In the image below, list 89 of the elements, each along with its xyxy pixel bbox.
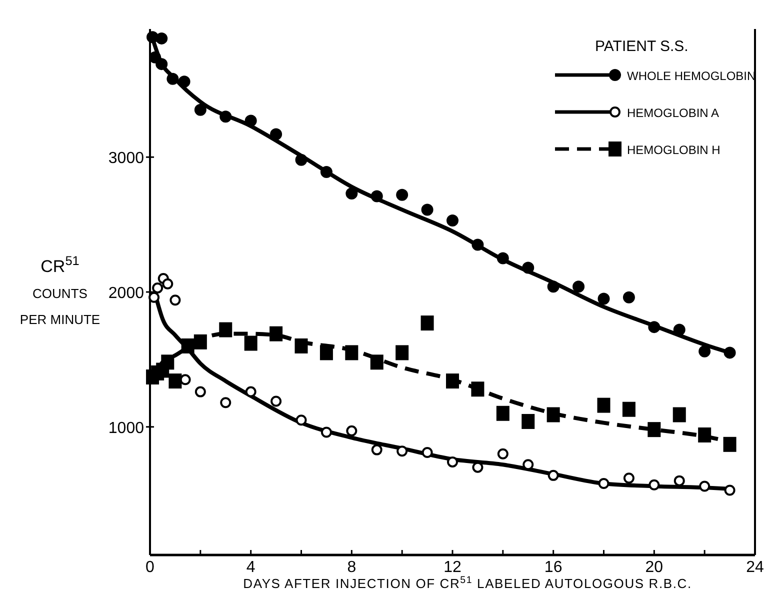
point [648, 479, 660, 490]
point [295, 154, 308, 166]
point [270, 396, 282, 407]
point [396, 345, 409, 360]
point [648, 422, 661, 438]
point [472, 238, 484, 251]
point [724, 484, 736, 496]
point [396, 188, 408, 201]
point [422, 446, 433, 458]
point [420, 316, 434, 331]
point [170, 294, 181, 306]
point [156, 58, 168, 70]
point [219, 322, 232, 338]
x-tick-label: 12 [444, 559, 462, 576]
point [546, 407, 560, 422]
point [245, 386, 256, 398]
point [194, 334, 207, 350]
point [270, 128, 282, 140]
point [346, 425, 358, 436]
point [294, 338, 308, 354]
point [673, 324, 686, 336]
text: CR$^{51}$ COUNTS PER MINUTE [20, 252, 100, 327]
point [497, 448, 508, 460]
point [496, 406, 510, 421]
point [698, 427, 712, 442]
point [522, 262, 534, 274]
y-tick-label: 1000 [108, 420, 144, 437]
point [346, 188, 358, 200]
point [270, 326, 283, 342]
point [522, 414, 535, 429]
point [496, 252, 509, 264]
point [622, 402, 636, 417]
point [244, 114, 257, 127]
point [598, 292, 610, 305]
point [181, 338, 194, 354]
legend-label: HEMOGLOBIN A [627, 106, 720, 120]
point [548, 470, 559, 481]
point [370, 354, 384, 370]
point [162, 278, 174, 290]
point [220, 110, 232, 123]
point [220, 397, 232, 408]
x-tick-label: 24 [746, 559, 764, 576]
point [623, 472, 634, 484]
point [161, 354, 174, 370]
point [723, 436, 736, 452]
point [446, 214, 458, 227]
x-axis-title: DAYS AFTER INJECTION OF CR$^{51}$ LABELED AUTOLOGOUS R.B.C. [243, 574, 692, 591]
point [672, 407, 686, 422]
x-tick-label: 4 [246, 559, 256, 576]
point [471, 382, 484, 397]
point [370, 190, 383, 202]
point [320, 345, 333, 360]
point [572, 280, 585, 293]
point [698, 345, 711, 358]
point [447, 456, 458, 468]
point [156, 32, 168, 44]
legend-title: PATIENT S.S. [595, 38, 688, 55]
point [648, 321, 660, 334]
x-tick-label: 20 [645, 559, 664, 576]
legend-label: WHOLE HEMOGLOBIN [627, 69, 756, 83]
point [148, 292, 160, 303]
point [320, 426, 332, 438]
point [178, 76, 190, 88]
point [597, 398, 610, 413]
point [194, 386, 206, 398]
point [194, 104, 206, 116]
point [598, 478, 610, 490]
point [622, 291, 635, 304]
y-tick-label: 2000 [108, 285, 144, 302]
point [152, 282, 164, 294]
point [345, 345, 358, 360]
x-tick-label: 8 [347, 559, 356, 576]
point [396, 446, 408, 457]
legend-label: HEMOGLOBIN H [627, 143, 720, 157]
point [421, 204, 434, 216]
point [168, 374, 182, 389]
point [244, 336, 258, 351]
point [446, 374, 459, 389]
x-tick-label: 0 [146, 559, 155, 576]
point [674, 475, 685, 486]
y-tick-label: 3000 [108, 150, 144, 168]
point [320, 166, 332, 178]
point [724, 346, 736, 359]
point [699, 480, 710, 492]
point [296, 414, 307, 426]
point [547, 280, 560, 293]
x-tick-label: 16 [544, 559, 562, 576]
point [371, 444, 382, 456]
point [166, 72, 179, 85]
